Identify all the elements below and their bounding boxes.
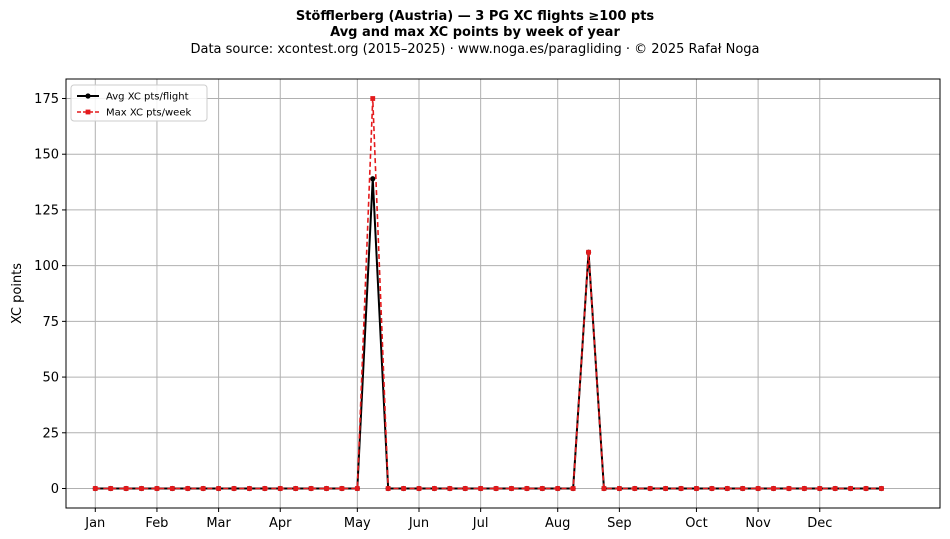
x-tick-label: Mar (206, 516, 231, 531)
legend-marker (85, 93, 91, 99)
data-point (632, 486, 638, 491)
x-tick-label: Jan (84, 516, 105, 531)
data-point (863, 486, 869, 491)
y-tick-label: 125 (34, 203, 59, 218)
data-point (169, 486, 175, 491)
series-avg (92, 176, 885, 492)
data-point (108, 486, 114, 491)
x-axis-ticks: Jan Feb Mar Apr May Jun Jul Aug Sep Oct Nov Dec (84, 508, 832, 531)
data-point (879, 486, 884, 491)
data-point (647, 486, 653, 491)
y-tick-label: 50 (42, 371, 59, 386)
data-point (370, 96, 376, 101)
legend-label: Max XC pts/week (106, 108, 191, 119)
x-tick-label: Oct (685, 516, 707, 531)
x-tick-label: Dec (807, 516, 832, 531)
data-point (462, 486, 468, 491)
x-tick-label: Feb (145, 516, 168, 531)
data-point (370, 176, 376, 182)
data-point (555, 486, 561, 491)
y-tick-label: 150 (34, 148, 59, 163)
data-point (755, 486, 761, 491)
data-point (724, 486, 730, 491)
data-point (185, 486, 191, 491)
data-point (432, 486, 437, 491)
x-tick-label: Aug (545, 516, 570, 531)
legend-label: Avg XC pts/flight (106, 92, 189, 103)
x-tick-label: May (344, 516, 371, 531)
data-point (308, 486, 314, 491)
plot-frame (65, 78, 941, 509)
data-point (447, 486, 453, 491)
data-point (786, 486, 792, 491)
data-point (663, 486, 669, 491)
data-point (247, 486, 252, 491)
data-point (509, 486, 514, 491)
data-point (601, 486, 607, 491)
chart-titles: Stöfflerberg (Austria) — 3 PG XC flights… (0, 9, 950, 58)
legend-marker (85, 109, 91, 115)
data-point (694, 486, 699, 491)
x-tick-label: Jul (472, 516, 489, 531)
data-point (832, 486, 838, 491)
legend-entry: Avg XC pts/flight (77, 92, 189, 103)
y-tick-label: 75 (42, 315, 59, 330)
x-tick-label: Apr (269, 516, 292, 531)
data-point (139, 486, 144, 491)
y-tick-label: 175 (34, 92, 59, 107)
data-point (293, 486, 299, 491)
data-point (801, 486, 807, 491)
data-point (385, 486, 391, 491)
y-axis-ticks: 0 25 50 75 100 125 150 175 (34, 92, 66, 497)
legend: Avg XC pts/flight Max XC pts/week (70, 84, 208, 122)
data-source-note: Data source: xcontest.org (2015–2025) · … (190, 42, 760, 57)
x-tick-label: Jun (408, 516, 429, 531)
series-max (92, 96, 884, 491)
data-point (216, 486, 222, 491)
y-axis-label: XC points (10, 263, 25, 324)
data-point (354, 486, 360, 491)
chart-title: Stöfflerberg (Austria) — 3 PG XC flights… (295, 9, 655, 24)
data-point (478, 486, 484, 491)
x-tick-label: Nov (745, 516, 771, 531)
legend-box (70, 84, 208, 122)
data-point (401, 486, 406, 491)
legend-entry: Max XC pts/week (77, 108, 191, 119)
data-point (740, 486, 746, 491)
data-point (570, 486, 576, 491)
data-point (493, 486, 499, 491)
data-point (154, 486, 160, 491)
x-tick-label: Sep (607, 516, 632, 531)
series-line (95, 97, 882, 490)
data-point (539, 486, 545, 491)
data-point (616, 486, 622, 491)
data-point (262, 486, 268, 491)
data-point (200, 486, 206, 491)
series-group (92, 96, 885, 492)
data-point (848, 486, 853, 491)
y-tick-label: 100 (34, 259, 59, 274)
series-line (95, 177, 882, 490)
y-tick-label: 0 (51, 482, 59, 497)
grid-lines (66, 79, 940, 508)
data-point (324, 486, 329, 491)
data-point (339, 486, 345, 491)
y-tick-label: 25 (42, 426, 59, 441)
data-point (123, 486, 129, 491)
data-point (231, 486, 237, 491)
data-point (771, 486, 776, 491)
data-point (416, 486, 422, 491)
data-point (92, 486, 98, 491)
data-point (524, 486, 530, 491)
data-point (586, 249, 591, 255)
data-point (817, 486, 823, 491)
chart-subtitle: Avg and max XC points by week of year (330, 25, 620, 40)
data-point (678, 486, 684, 491)
data-point (709, 486, 715, 491)
data-point (277, 486, 283, 491)
